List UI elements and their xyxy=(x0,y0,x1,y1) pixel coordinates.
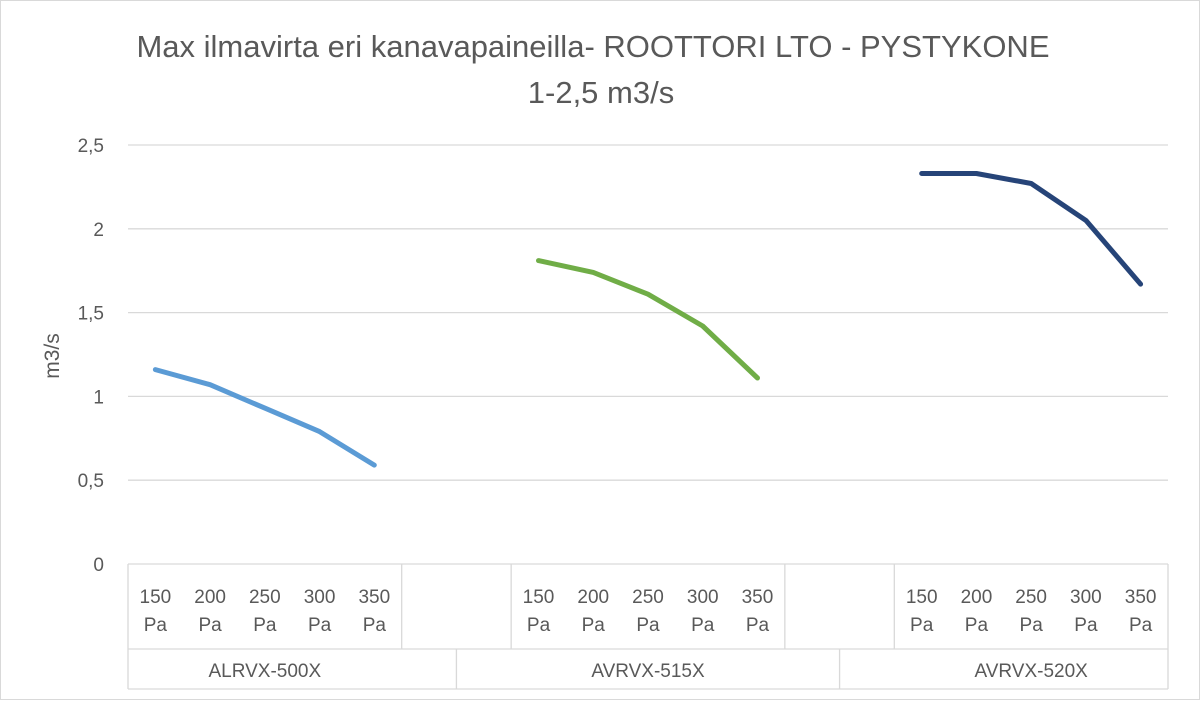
x-tick-label: 200 Pa xyxy=(194,587,226,636)
y-tick-label: 0,5 xyxy=(78,471,104,492)
x-tick-label: 350 Pa xyxy=(742,587,774,636)
x-axis xyxy=(127,564,1169,690)
series-lines xyxy=(152,171,1144,468)
y-tick-label: 1 xyxy=(93,387,104,408)
group-label: AVRVX-520X xyxy=(974,661,1088,682)
chart-title: Max ilmavirta eri kanavapaineilla- ROOTT… xyxy=(136,29,1049,64)
group-label: AVRVX-515X xyxy=(591,661,705,682)
y-axis-title: m3/s xyxy=(41,333,64,379)
x-tick-label: 300 Pa xyxy=(1070,587,1102,636)
x-tick-label: 350 Pa xyxy=(358,587,390,636)
series-line xyxy=(152,367,377,468)
series-line xyxy=(536,258,760,381)
series-line xyxy=(919,171,1144,287)
y-tick-label: 1,5 xyxy=(78,304,104,325)
group-label: ALRVX-500X xyxy=(209,661,322,682)
x-tick-label: 200 Pa xyxy=(961,587,993,636)
x-tick-label: 150 Pa xyxy=(140,587,172,636)
gridlines xyxy=(128,144,1168,565)
x-tick-label: 350 Pa xyxy=(1125,587,1157,636)
chart-subtitle: 1-2,5 m3/s xyxy=(528,75,674,110)
x-axis-labels: 150 Pa 200 Pa 250 Pa 300 Pa 350 Pa ALRVX-500X 150 Pa… xyxy=(140,587,1157,682)
x-tick-label: 250 Pa xyxy=(1015,587,1047,636)
y-axis: 0 0,5 1 1,5 2 2,5 xyxy=(78,136,104,576)
x-tick-label: 200 Pa xyxy=(577,587,609,636)
x-tick-label: 150 Pa xyxy=(523,587,555,636)
y-tick-label: 2 xyxy=(93,220,104,241)
y-tick-label: 2,5 xyxy=(78,136,104,157)
y-tick-label: 0 xyxy=(93,555,104,576)
x-tick-label: 300 Pa xyxy=(304,587,336,636)
x-tick-label: 150 Pa xyxy=(906,587,938,636)
x-tick-label: 250 Pa xyxy=(249,587,281,636)
x-tick-label: 250 Pa xyxy=(632,587,664,636)
x-tick-label: 300 Pa xyxy=(687,587,719,636)
